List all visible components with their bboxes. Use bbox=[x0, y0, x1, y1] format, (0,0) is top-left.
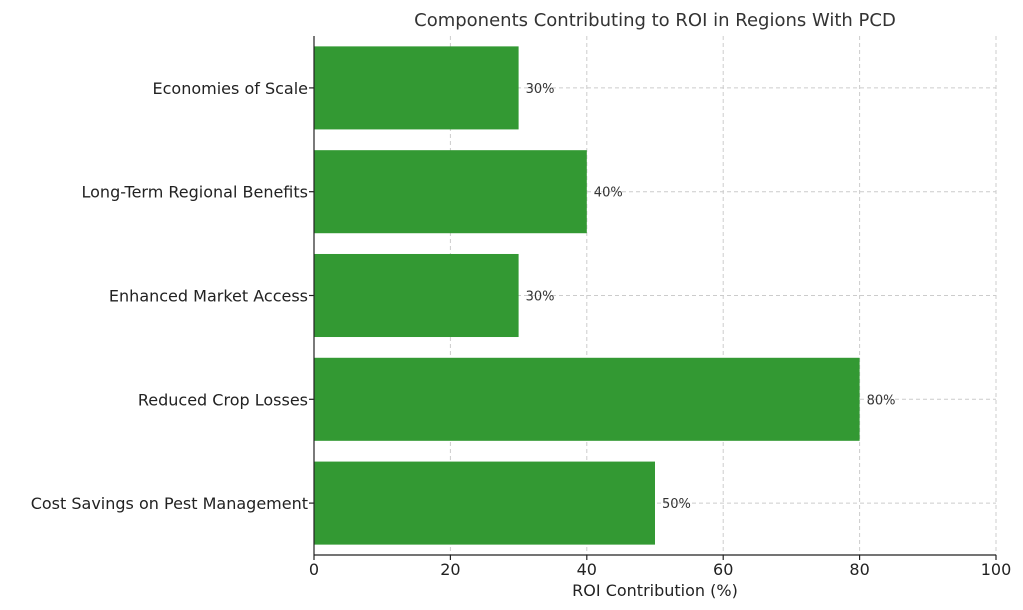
tick-layer: 0 20 40 60 80 100 bbox=[309, 87, 1012, 579]
x-tick-label-80: 80 bbox=[849, 560, 869, 579]
bar-reduced-crop-losses bbox=[314, 357, 860, 441]
category-label-economies-of-scale: Economies of Scale bbox=[153, 79, 308, 98]
x-tick-label-20: 20 bbox=[440, 560, 460, 579]
bar-economies-of-scale bbox=[314, 46, 519, 130]
bar-layer bbox=[314, 46, 860, 545]
value-label-enhanced-market-access: 30% bbox=[526, 290, 555, 305]
category-label-cost-savings-on-pest-management: Cost Savings on Pest Management bbox=[31, 494, 308, 513]
category-label-enhanced-market-access: Enhanced Market Access bbox=[109, 287, 308, 306]
value-label-economies-of-scale: 30% bbox=[526, 82, 555, 97]
x-tick-label-0: 0 bbox=[309, 560, 319, 579]
x-tick-label-60: 60 bbox=[713, 560, 733, 579]
value-label-cost-savings-on-pest-management: 50% bbox=[662, 497, 691, 512]
x-tick-label-40: 40 bbox=[577, 560, 597, 579]
value-label-long-term-regional-benefits: 40% bbox=[594, 186, 623, 201]
chart-title: Components Contributing to ROI in Region… bbox=[414, 10, 896, 31]
category-label-reduced-crop-losses: Reduced Crop Losses bbox=[138, 390, 308, 409]
category-label-long-term-regional-benefits: Long-Term Regional Benefits bbox=[82, 183, 309, 202]
x-axis-title: ROI Contribution (%) bbox=[572, 581, 738, 600]
bar-enhanced-market-access bbox=[314, 253, 519, 338]
label-layer: Economies of Scale 30% Long-Term Regional … bbox=[31, 79, 896, 513]
bar-cost-savings-on-pest-management bbox=[314, 461, 655, 545]
x-tick-label-100: 100 bbox=[981, 560, 1012, 579]
value-label-reduced-crop-losses: 80% bbox=[867, 393, 896, 408]
bar-long-term-regional-benefits bbox=[314, 150, 587, 234]
